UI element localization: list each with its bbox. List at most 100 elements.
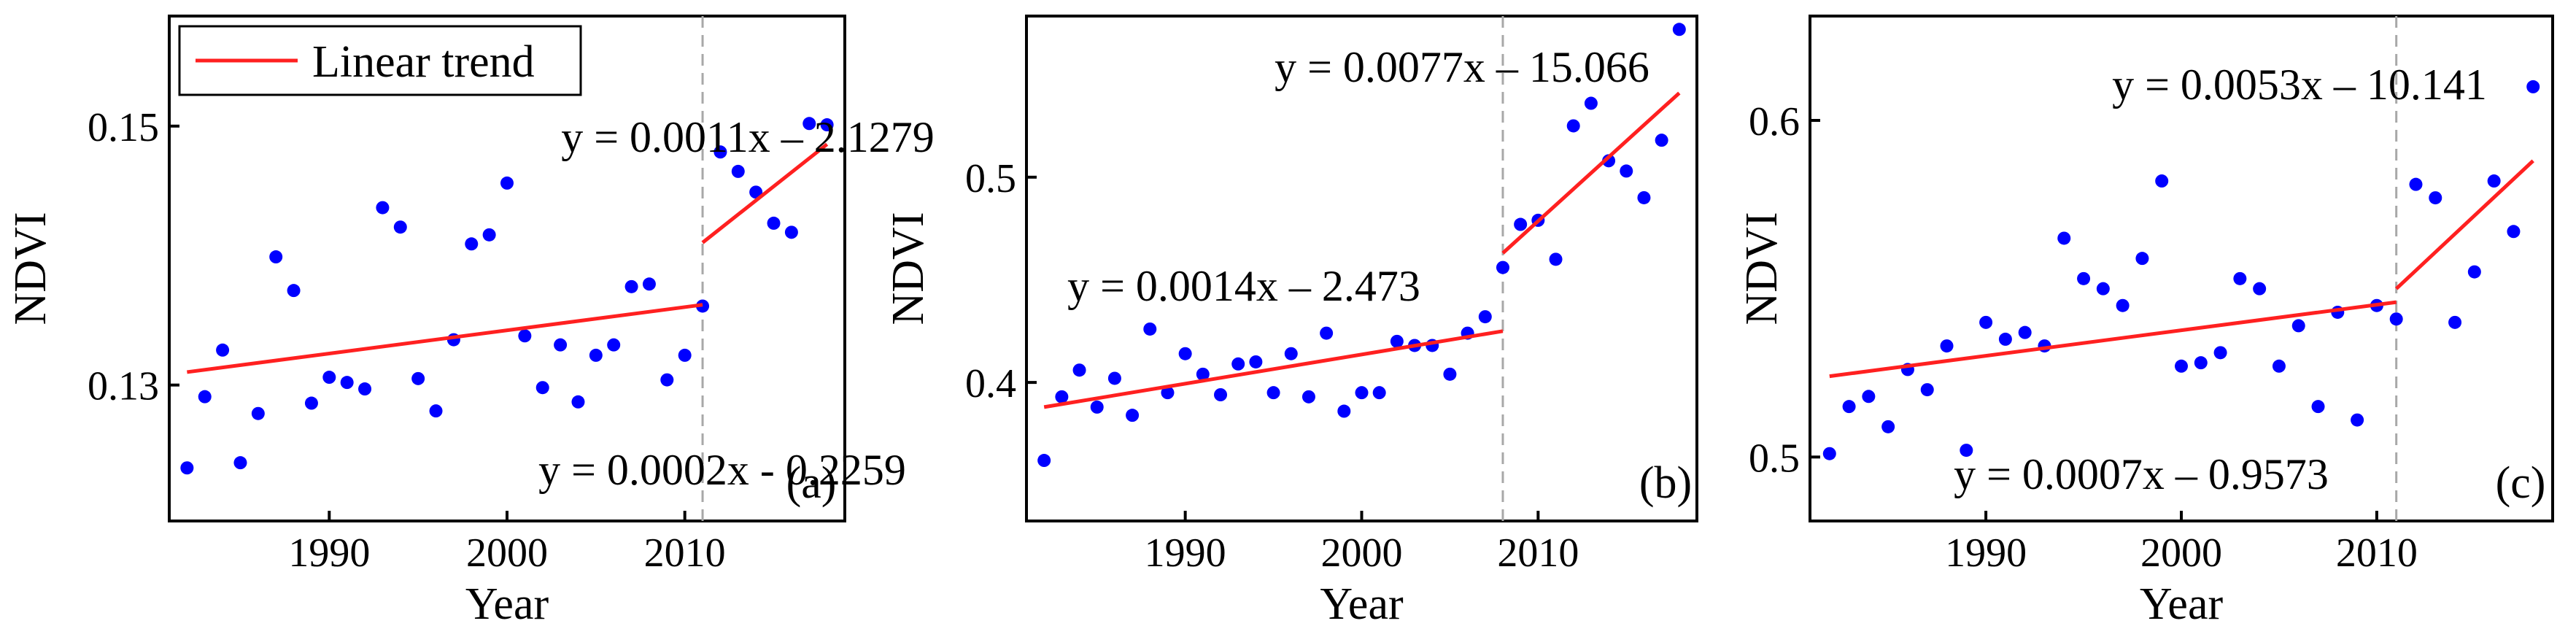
panel-label: (c): [2496, 458, 2546, 508]
data-point: [1072, 363, 1086, 377]
x-tick-label: 1990: [1145, 530, 1226, 576]
data-point: [2213, 346, 2227, 360]
data-point: [2135, 252, 2149, 266]
data-point: [2409, 177, 2423, 191]
data-point: [1107, 371, 1121, 385]
data-point: [2272, 359, 2286, 373]
y-tick-label: 0.4: [965, 361, 1016, 406]
data-point: [1842, 400, 1856, 414]
x-tick-label: 1990: [1945, 530, 2027, 576]
data-point: [2311, 400, 2325, 414]
data-point: [411, 371, 425, 385]
data-point: [2057, 231, 2071, 245]
data-point: [571, 395, 585, 409]
data-point: [2233, 271, 2247, 285]
data-point: [1372, 386, 1386, 400]
y-axis-title: NDVI: [1737, 212, 1787, 325]
data-point: [2351, 413, 2364, 427]
data-point: [1214, 388, 1228, 401]
data-point: [802, 117, 816, 131]
data-point: [535, 381, 549, 395]
data-point: [1055, 390, 1069, 404]
data-point: [2448, 315, 2462, 329]
data-point: [820, 118, 834, 132]
data-point: [660, 373, 674, 387]
y-tick-label: 0.13: [88, 364, 159, 409]
x-tick-label: 2010: [1497, 530, 1579, 576]
data-point: [287, 284, 301, 298]
data-point: [2487, 174, 2501, 188]
data-point: [1620, 164, 1633, 178]
trend-equation-after: y = 0.0053x – 10.141: [2112, 61, 2487, 109]
data-point: [2467, 265, 2481, 279]
data-point: [1355, 386, 1369, 400]
trend-equation-before: y = 0.0014x – 2.473: [1067, 262, 1420, 310]
data-point: [2096, 282, 2110, 296]
data-point: [322, 371, 336, 385]
data-point: [2526, 80, 2540, 93]
panel-a: 1990 2000 2010 0.13 0.15 Year NDVI y = 0.0002x …: [6, 15, 935, 629]
data-point: [2507, 225, 2521, 239]
data-point: [1037, 454, 1051, 468]
y-axis-title: NDVI: [883, 212, 933, 325]
data-point: [1301, 390, 1315, 404]
data-point: [251, 406, 265, 420]
data-point: [216, 343, 230, 357]
data-point: [1637, 190, 1651, 204]
panel-b: 1990 2000 2010 0.4 0.5 Year NDVI y = 0.0014x – …: [883, 15, 1698, 629]
data-point: [2253, 282, 2267, 296]
data-point: [2194, 356, 2208, 370]
data-point: [500, 176, 514, 190]
trend-equation-after: y = 0.0011x – 2.1279: [561, 113, 935, 161]
data-point: [1496, 260, 1509, 274]
x-tick-label: 2000: [466, 530, 548, 576]
trend-line-after: [1501, 91, 1681, 255]
trend-line-after: [2394, 159, 2534, 290]
x-axis-title: Year: [465, 579, 549, 629]
data-point: [1979, 315, 1993, 329]
data-point: [1090, 400, 1104, 414]
data-point: [1266, 386, 1280, 400]
trend-line-after: [701, 142, 829, 244]
panel-c: 1990 2000 2010 0.5 0.6 Year NDVI y = 0.0007x – …: [1737, 15, 2554, 629]
data-point: [269, 250, 283, 264]
data-point: [1161, 386, 1175, 400]
data-point: [731, 164, 745, 178]
data-point: [1940, 339, 1954, 353]
data-point: [607, 338, 621, 352]
x-axis-title: Year: [1320, 579, 1404, 629]
data-point: [180, 461, 194, 475]
data-point: [1178, 347, 1192, 360]
y-tick-label: 0.15: [88, 105, 159, 150]
data-point: [2077, 271, 2091, 285]
data-point: [1549, 252, 1563, 266]
data-point: [554, 338, 568, 352]
x-tick-label: 2010: [2336, 530, 2418, 576]
trend-line-before: [1829, 300, 2397, 379]
data-point: [482, 228, 496, 242]
trend-line-before: [1043, 329, 1504, 409]
y-tick-label: 0.6: [1749, 99, 1800, 144]
trend-line-before: [187, 303, 703, 374]
data-point: [2175, 359, 2188, 373]
data-point: [784, 225, 798, 239]
data-point: [2116, 298, 2130, 312]
data-point: [1320, 326, 1334, 340]
data-point: [1284, 347, 1298, 360]
trend-equation-after: y = 0.0077x – 15.066: [1275, 43, 1649, 91]
data-point: [1231, 357, 1245, 371]
data-point: [429, 404, 443, 418]
data-point: [304, 396, 318, 410]
x-tick-label: 2000: [1321, 530, 1403, 576]
data-point: [1196, 367, 1210, 381]
data-point: [1390, 334, 1404, 348]
data-point: [1566, 119, 1580, 133]
data-point: [1822, 447, 1836, 460]
y-tick-label: 0.5: [1749, 436, 1800, 481]
x-tick-label: 2010: [644, 530, 726, 576]
data-point: [767, 216, 781, 230]
data-point: [1584, 96, 1598, 110]
data-point: [1514, 217, 1528, 231]
data-point: [1478, 310, 1492, 324]
data-point: [713, 145, 727, 159]
